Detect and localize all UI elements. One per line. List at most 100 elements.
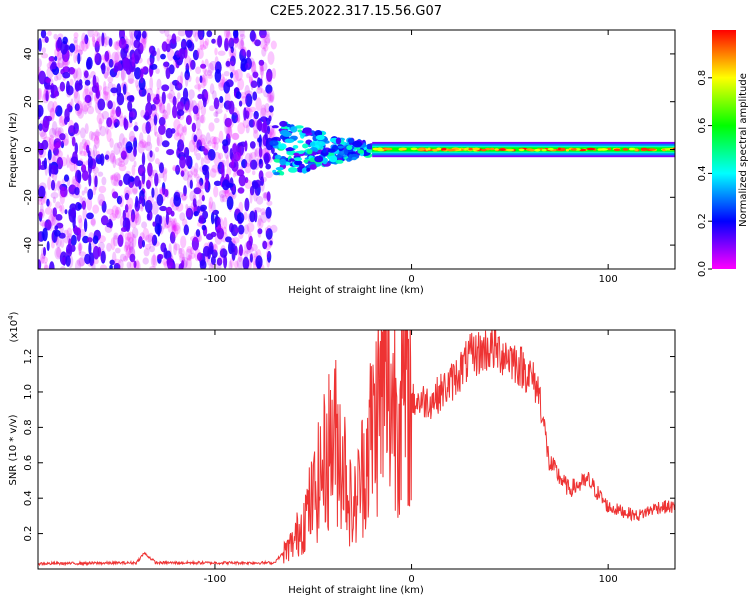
spectrogram-blob <box>54 37 62 52</box>
spectrogram-blob <box>253 189 258 202</box>
spectrogram-blob <box>99 264 108 269</box>
spectrogram-blob <box>92 33 96 48</box>
spectrogram-blob <box>199 75 203 83</box>
colorbar-label: Normalized spectral amplitude <box>738 73 749 227</box>
y-tick-label: 0.6 <box>23 455 34 471</box>
spectrogram-blob <box>78 241 82 255</box>
spectrogram-blob <box>201 224 207 231</box>
spectrogram-blob <box>193 168 198 177</box>
spectrogram-blob <box>77 170 82 184</box>
spectrogram-blob <box>60 186 68 198</box>
spectrogram-blob <box>122 83 127 95</box>
spectrogram-blob <box>203 155 211 164</box>
spectrogram-blob <box>169 231 176 244</box>
spectrogram-blob <box>54 90 60 97</box>
spectrogram-blob <box>58 116 66 127</box>
spectrogram-blob <box>139 190 145 201</box>
spectrogram-blob <box>229 60 235 73</box>
spectrogram-blob <box>172 96 177 107</box>
spectrogram-blob <box>173 119 181 130</box>
spectrogram-peak <box>565 148 570 152</box>
spectrogram-blob <box>92 235 99 245</box>
y-tick-label: 1.2 <box>23 349 34 365</box>
spectrogram-blob <box>67 233 73 244</box>
spectrogram-blob <box>38 58 42 68</box>
spectrogram-blob <box>52 196 57 204</box>
spectrogram-blob <box>228 37 235 49</box>
spectrogram-blob <box>208 196 213 209</box>
spectrogram-blob <box>183 185 187 197</box>
spectrogram-blob <box>54 90 58 100</box>
spectrogram-blob <box>234 69 243 81</box>
spectrogram-blob <box>259 30 267 39</box>
spectrogram-blob <box>203 148 209 156</box>
spectrogram-blob <box>44 264 49 269</box>
spectrogram-blob <box>95 129 100 141</box>
spectrogram-blob <box>38 259 42 269</box>
spectrogram-blob <box>92 74 97 89</box>
spectrogram-blob <box>199 204 207 211</box>
spectrogram-blob <box>122 57 130 71</box>
spectrogram-blob <box>181 193 188 200</box>
spectrogram-blob <box>260 35 268 40</box>
spectrogram-blob <box>217 50 226 56</box>
spectrogram-blob <box>42 195 47 204</box>
spectrogram-blob <box>243 211 248 221</box>
spectrogram-blob <box>303 127 312 134</box>
spectrogram-blob <box>138 167 144 174</box>
spectrogram-blob <box>74 142 79 155</box>
spectrogram-blob <box>43 246 46 257</box>
spectrogram-blob <box>237 78 245 91</box>
spectrogram-blob <box>266 91 274 104</box>
spectrogram-blob <box>176 109 185 116</box>
spectrogram-blob <box>209 60 217 71</box>
spectrogram-blob <box>63 58 68 66</box>
spectrogram-blob <box>152 253 156 266</box>
spectrogram-y-ticks: -40 -20 0 20 40 <box>23 48 675 253</box>
spectrogram-blob <box>142 66 149 75</box>
spectrogram-peak <box>377 147 383 151</box>
spectrogram-blob <box>246 72 251 79</box>
spectrogram-blob <box>260 208 266 216</box>
spectrogram-blob <box>49 144 58 151</box>
spectrogram-blob <box>200 157 204 167</box>
spectrogram-blob <box>140 206 144 212</box>
spectrogram-blob <box>38 158 42 171</box>
spectrogram-blob <box>233 69 239 83</box>
spectrogram-blob <box>149 150 153 158</box>
spectrogram-blob <box>101 176 107 186</box>
spectrogram-blob <box>40 203 44 217</box>
spectrogram-peak <box>534 148 541 152</box>
spectrogram-blob <box>125 248 129 261</box>
spectrogram-blob <box>202 66 207 74</box>
spectrogram-blob <box>140 68 144 79</box>
spectrogram-blob <box>266 191 271 202</box>
spectrogram-blob <box>144 199 153 214</box>
spectrogram-blob <box>94 175 98 188</box>
spectrogram-blob <box>96 36 105 47</box>
spectrogram-blob <box>242 256 250 269</box>
spectrogram-blob <box>72 215 76 229</box>
spectrogram-blob <box>109 138 114 148</box>
spectrogram-blob <box>230 243 236 253</box>
spectrogram-blob <box>128 203 132 213</box>
spectrogram-blob <box>161 91 166 105</box>
spectrogram-blob <box>126 231 135 243</box>
spectrogram-blob <box>139 232 145 241</box>
spectrogram-blob <box>210 231 217 238</box>
spectrogram-blob <box>265 163 272 170</box>
spectrogram-blob <box>41 47 47 54</box>
colorbar-tick-label: 0.6 <box>697 118 708 134</box>
spectrogram-blob <box>107 100 113 110</box>
spectrogram-blob <box>207 73 213 79</box>
spectrogram-blob <box>84 94 92 104</box>
spectrogram-blob <box>139 74 144 84</box>
spectrogram-blob <box>110 174 114 181</box>
spectrogram-blob <box>59 225 64 233</box>
spectrogram-blob <box>253 129 259 139</box>
spectrogram-blob <box>84 79 91 86</box>
spectrogram-blob <box>236 256 244 269</box>
spectrogram-blob <box>40 30 47 39</box>
spectrogram-blob <box>237 224 245 235</box>
